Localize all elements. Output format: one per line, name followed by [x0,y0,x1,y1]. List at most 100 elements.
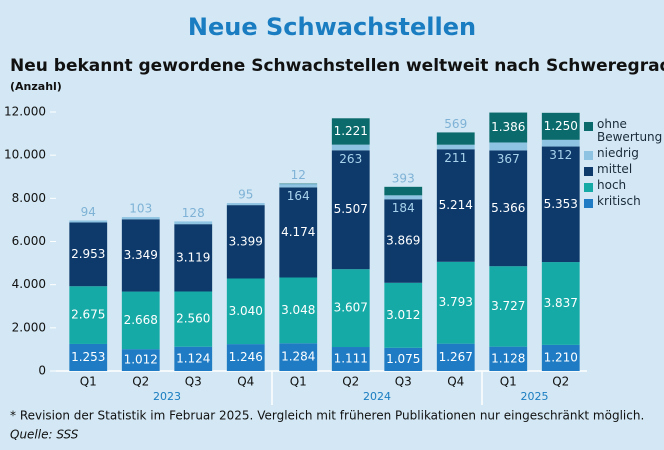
bar-segment [489,112,528,143]
bar-segment [489,346,528,371]
bar-segment [384,195,423,200]
bar-segment [384,199,423,283]
bar-segment [279,183,318,185]
value-label: 3.040 [229,304,263,318]
bar-segment [121,291,160,350]
bar-segment [489,266,528,347]
bar-segment [541,344,580,371]
value-label: 1.250 [544,119,578,133]
value-label: 2.953 [71,247,105,261]
bar-segment [436,144,475,150]
bar-segment [174,291,213,347]
value-label: 393 [392,171,415,185]
value-label: 5.214 [439,198,473,212]
legend-item: ohne Bewertung [584,118,664,144]
y-tick-label: 2.000 [12,320,46,334]
x-tick-label: Q2 [552,375,569,389]
bar-segment [226,205,265,279]
bar-segment [541,139,580,147]
footnote: * Revision der Statistik im Februar 2025… [10,409,644,423]
value-label: 1.284 [281,350,315,364]
bar-segment [279,183,318,188]
value-label: 2.560 [176,312,210,326]
legend-swatch [584,183,593,192]
value-label: 3.119 [176,250,210,264]
value-label: 2.675 [71,308,105,322]
value-label: 3.837 [544,296,578,310]
value-label: 5.353 [544,197,578,211]
bar-segment [226,203,265,206]
bar-segment [174,221,213,225]
x-tick-label: Q4 [447,375,464,389]
value-label: 1.128 [491,351,525,365]
legend-item: niedrig [584,147,664,160]
bar-segment [174,224,213,292]
bar-segment [489,142,528,151]
bar-segment [69,220,108,223]
bar-segment [331,150,370,270]
value-label: 1.210 [544,350,578,364]
bar-segment [384,347,423,371]
value-label: 4.174 [281,225,315,239]
x-tick-label: Q2 [342,375,359,389]
bar-segment [226,344,265,371]
bar-segment [541,112,580,140]
y-tick-label: 6.000 [12,234,46,248]
bar-segment [331,118,370,145]
value-label: 1.386 [491,120,525,134]
bar-segment [331,144,370,151]
bar-segment [436,343,475,371]
value-label: 211 [444,151,467,165]
x-tick-label: Q4 [237,375,254,389]
bar-segment [69,286,108,344]
value-label: 3.399 [229,234,263,248]
bar-segment [541,146,580,263]
legend-swatch [584,151,593,160]
bar-segment [436,132,475,145]
bar-segment [174,346,213,371]
value-label: 3.349 [124,248,158,262]
value-label: 3.607 [334,301,368,315]
legend-item: hoch [584,179,664,192]
bar-segment [121,349,160,371]
legend-label: niedrig [597,146,639,160]
value-label: 569 [444,117,467,131]
x-group-label: 2025 [521,390,549,403]
value-label: 1.221 [334,124,368,138]
legend-swatch [584,167,593,176]
legend-label: mittel [597,162,633,176]
value-label: 3.048 [281,303,315,317]
value-label: 5.366 [491,201,525,215]
bar-segment [226,278,265,345]
legend-swatch [584,122,593,131]
value-label: 263 [339,152,362,166]
legend-item: kritisch [584,195,664,208]
value-label: 12 [291,168,306,182]
value-label: 128 [182,206,205,220]
bar-segment [279,277,318,344]
source: Quelle: SSS [10,428,79,442]
value-label: 94 [81,205,96,219]
value-label: 312 [549,148,572,162]
value-label: 3.793 [439,295,473,309]
x-group-label: 2024 [363,390,391,403]
bar-segment [331,269,370,348]
legend-item: mittel [584,163,664,176]
x-tick-label: Q2 [132,375,149,389]
bar-segment [69,222,108,287]
y-tick-label: 4.000 [12,277,46,291]
value-label: 103 [129,202,152,216]
bar-segment [121,219,160,292]
y-axis-label: (Anzahl) [10,80,62,93]
value-label: 1.111 [334,352,368,366]
x-tick-label: Q1 [290,375,307,389]
value-label: 3.869 [386,234,420,248]
value-label: 3.012 [386,308,420,322]
y-tick-label: 0 [38,364,46,378]
bar-segment [69,343,108,371]
value-label: 1.246 [229,350,263,364]
x-tick-label: Q1 [80,375,97,389]
chart-title: Neue Schwachstellen [188,13,476,41]
x-group-label: 2023 [153,390,181,403]
